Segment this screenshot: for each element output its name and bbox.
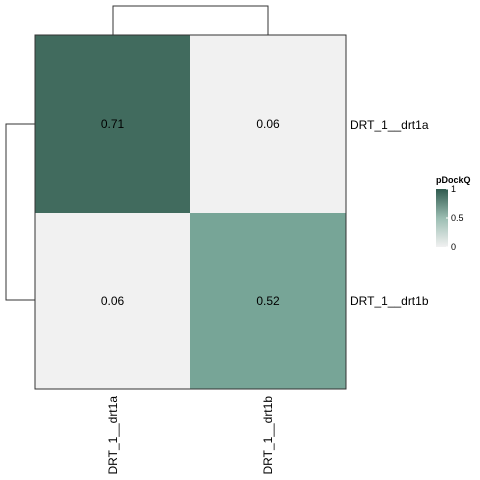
legend-ticks: 10.50 — [446, 184, 464, 252]
column-label-drt1a: DRT_1__drt1a — [106, 396, 120, 475]
column-dendrogram-link — [112, 5, 269, 35]
row-dendrogram — [5, 123, 35, 301]
heatmap-cell-value: 0.06 — [256, 117, 280, 131]
legend-tick-label: 0.5 — [451, 213, 464, 223]
heatmap-cell-value: 0.52 — [256, 294, 280, 308]
heatmap-cell-value: 0.71 — [101, 117, 125, 131]
column-dendrogram — [112, 5, 269, 35]
heatmap-cell — [190, 213, 346, 389]
legend-tick-label: 1 — [451, 184, 456, 194]
heatmap-cell — [35, 213, 190, 389]
row-dendrogram-link — [5, 123, 35, 301]
heatmap-cells: 0.71 0.06 0.06 0.52 — [35, 35, 346, 389]
heatmap-cell — [35, 35, 190, 213]
heatmap-cell — [190, 35, 346, 213]
column-label-drt1b: DRT_1__drt1b — [261, 396, 275, 475]
row-label-drt1b: DRT_1__drt1b — [350, 294, 429, 308]
legend-color-bar — [436, 189, 448, 247]
heatmap-cell-value: 0.06 — [101, 294, 125, 308]
legend-title: pDockQ — [436, 175, 471, 185]
row-label-drt1a: DRT_1__drt1a — [350, 118, 429, 132]
heatmap-border — [34, 34, 347, 390]
color-legend: pDockQ 10.50 — [436, 175, 471, 252]
legend-tick-label: 0 — [451, 242, 456, 252]
